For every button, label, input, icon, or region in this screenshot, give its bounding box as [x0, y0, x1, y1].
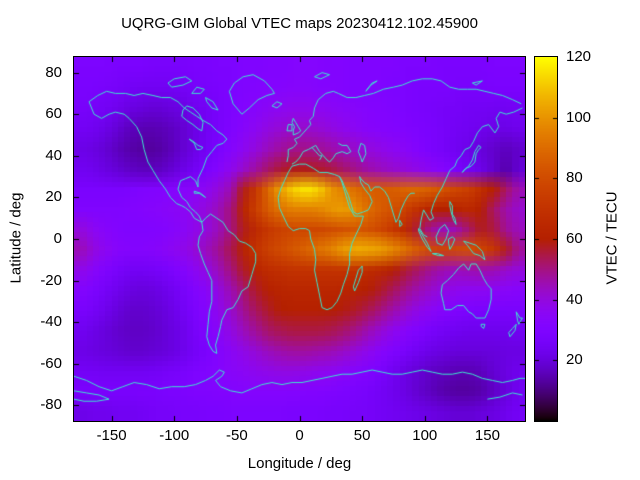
colorbar-tick-label: 20 [566, 351, 583, 369]
y-tick-label: 0 [53, 230, 62, 247]
y-tick-label: 80 [45, 63, 62, 81]
plot-area [73, 56, 526, 422]
y-tick-label: -20 [40, 271, 62, 289]
colorbar-tick-label: 40 [566, 290, 583, 308]
y-tick-label: -40 [40, 313, 62, 331]
colorbar-tick-label: 100 [566, 108, 592, 126]
x-tick-label: 150 [474, 427, 500, 444]
plot-title: UQRG-GIM Global VTEC maps 20230412.102.4… [121, 15, 478, 32]
x-tick-label: -150 [96, 427, 127, 444]
colorbar-tick-label: 80 [566, 169, 583, 187]
colorbar [534, 56, 558, 422]
x-tick-label: 0 [295, 427, 304, 444]
vtec-heatmap-canvas [74, 57, 525, 421]
colorbar-label: VTEC / TECU [603, 191, 621, 285]
y-tick-label: -80 [40, 396, 62, 414]
y-tick-label: 60 [45, 105, 62, 123]
x-tick-label: 100 [412, 427, 438, 444]
y-tick-label: -60 [40, 354, 62, 372]
y-tick-label: 20 [45, 188, 62, 206]
x-axis-label: Longitude / deg [247, 455, 352, 472]
colorbar-tick-label: 60 [566, 230, 583, 247]
x-tick-label: -100 [159, 427, 190, 444]
x-tick-label: -50 [226, 427, 248, 444]
colorbar-canvas [535, 57, 557, 421]
y-tick-label: 40 [45, 146, 62, 164]
x-tick-label: 50 [353, 427, 371, 444]
colorbar-tick-label: 120 [566, 48, 592, 65]
